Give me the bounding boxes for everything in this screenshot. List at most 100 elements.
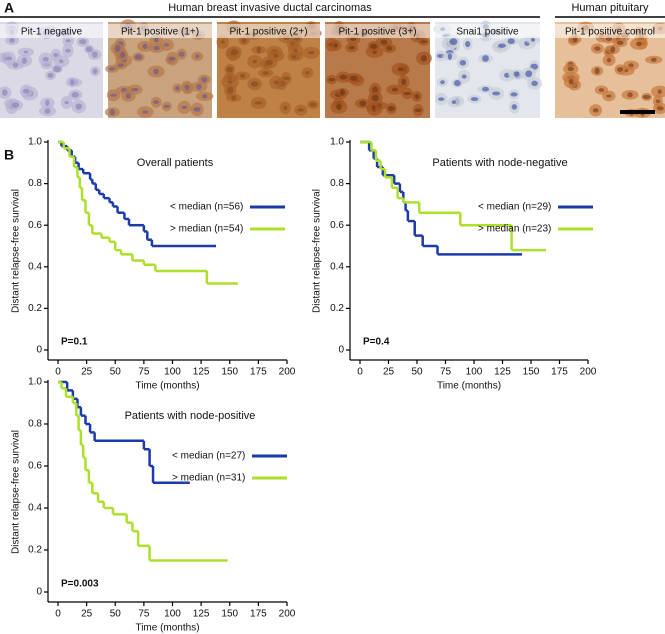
caption-bg [0,24,103,38]
nucleus [297,108,305,112]
nucleus [328,77,336,82]
x-tick-label: 175 [250,367,267,378]
nucleus [567,67,574,72]
nucleus [262,71,270,75]
image-caption: Pit-1 positive control [565,27,655,38]
nucleus [635,41,642,47]
legend-label: > median (n=31) [172,473,245,484]
nucleus [23,50,29,54]
nucleus [482,55,489,62]
nucleus [79,39,87,45]
x-tick-label: 100 [164,367,181,378]
nucleus [530,37,536,42]
nucleus [348,45,355,50]
group-title: Human breast invasive ductal carcinomas [168,2,372,14]
nucleus [142,43,148,50]
nucleus [451,100,456,105]
nucleus [453,79,461,87]
nucleus [610,46,616,53]
x-tick-label: 200 [279,609,296,620]
nucleus [110,93,118,97]
nucleus [616,40,624,46]
nucleus [227,80,233,84]
nucleus [22,88,30,94]
nucleus [250,80,259,87]
nucleus [391,87,398,92]
nucleus [92,68,98,75]
nucleus [91,51,98,58]
nucleus [465,40,471,48]
nucleus [470,97,479,102]
chart-title: Patients with node-positive [125,410,256,422]
nucleus [44,108,51,115]
nucleus [21,57,27,65]
nucleus [75,103,83,110]
panel-label: B [4,147,14,163]
nucleus [134,54,143,60]
image-caption: Pit-1 positive (2+) [229,27,307,38]
y-tick-label: 0.6 [28,461,42,472]
nucleus [594,46,601,51]
y-tick-label: 0 [36,345,42,356]
nucleus [184,84,190,90]
nucleus [403,92,412,96]
nucleus [414,93,420,100]
x-tick-label: 125 [193,609,210,620]
nucleus [45,99,50,106]
image-caption: Pit-1 negative [21,27,83,38]
nucleus [459,59,467,66]
nucleus [85,46,93,53]
nucleus [120,51,126,59]
nucleus [511,104,518,110]
nucleus [109,108,115,116]
km-curve [58,380,228,562]
caption-bg [108,24,212,38]
nucleus [153,45,160,51]
nucleus [414,108,422,113]
nucleus [169,56,176,61]
nucleus [386,46,393,51]
nucleus [69,78,75,86]
nucleus [606,57,612,63]
nucleus [606,94,612,98]
nucleus [227,86,234,94]
nucleus [2,89,8,96]
y-tick-label: 1.0 [330,137,344,148]
y-tick-label: 0 [338,345,344,356]
x-tick-label: 100 [164,609,181,620]
nucleus [293,48,298,53]
nucleus [240,73,246,79]
y-tick-label: 0.4 [28,503,42,514]
x-tick-label: 50 [411,367,423,378]
nucleus [339,74,348,80]
nucleus [655,99,661,104]
image-caption: Pit-1 positive (1+) [121,27,199,38]
nucleus [256,46,262,54]
panel-label: A [4,0,14,16]
nucleus [657,89,662,95]
nucleus [142,110,149,114]
x-axis-label: Time (months) [135,623,199,634]
y-tick-label: 1.0 [28,137,42,148]
nucleus [108,67,116,71]
group-title: Human pituitary [571,2,649,14]
x-tick-label: 150 [221,609,238,620]
km-curve [58,140,238,285]
nucleus [568,78,574,85]
nucleus [656,106,664,111]
charts: 0 0.2 0.4 0.6 0.8 1.0 0 25 50 75 100 125 150 175 200 Ov… [11,137,597,634]
nucleus [387,105,396,112]
nucleus [42,56,49,62]
y-tick-label: 0.4 [28,261,42,272]
nucleus [333,43,338,48]
nucleus [492,91,501,96]
x-tick-label: 125 [193,367,210,378]
nucleus [5,56,13,61]
nucleus [117,63,124,68]
nucleus [131,87,139,92]
y-tick-label: 0.2 [330,303,344,314]
nucleus [449,38,458,46]
nucleus [241,38,247,44]
x-tick-label: 0 [55,367,61,378]
nucleus [64,48,71,53]
